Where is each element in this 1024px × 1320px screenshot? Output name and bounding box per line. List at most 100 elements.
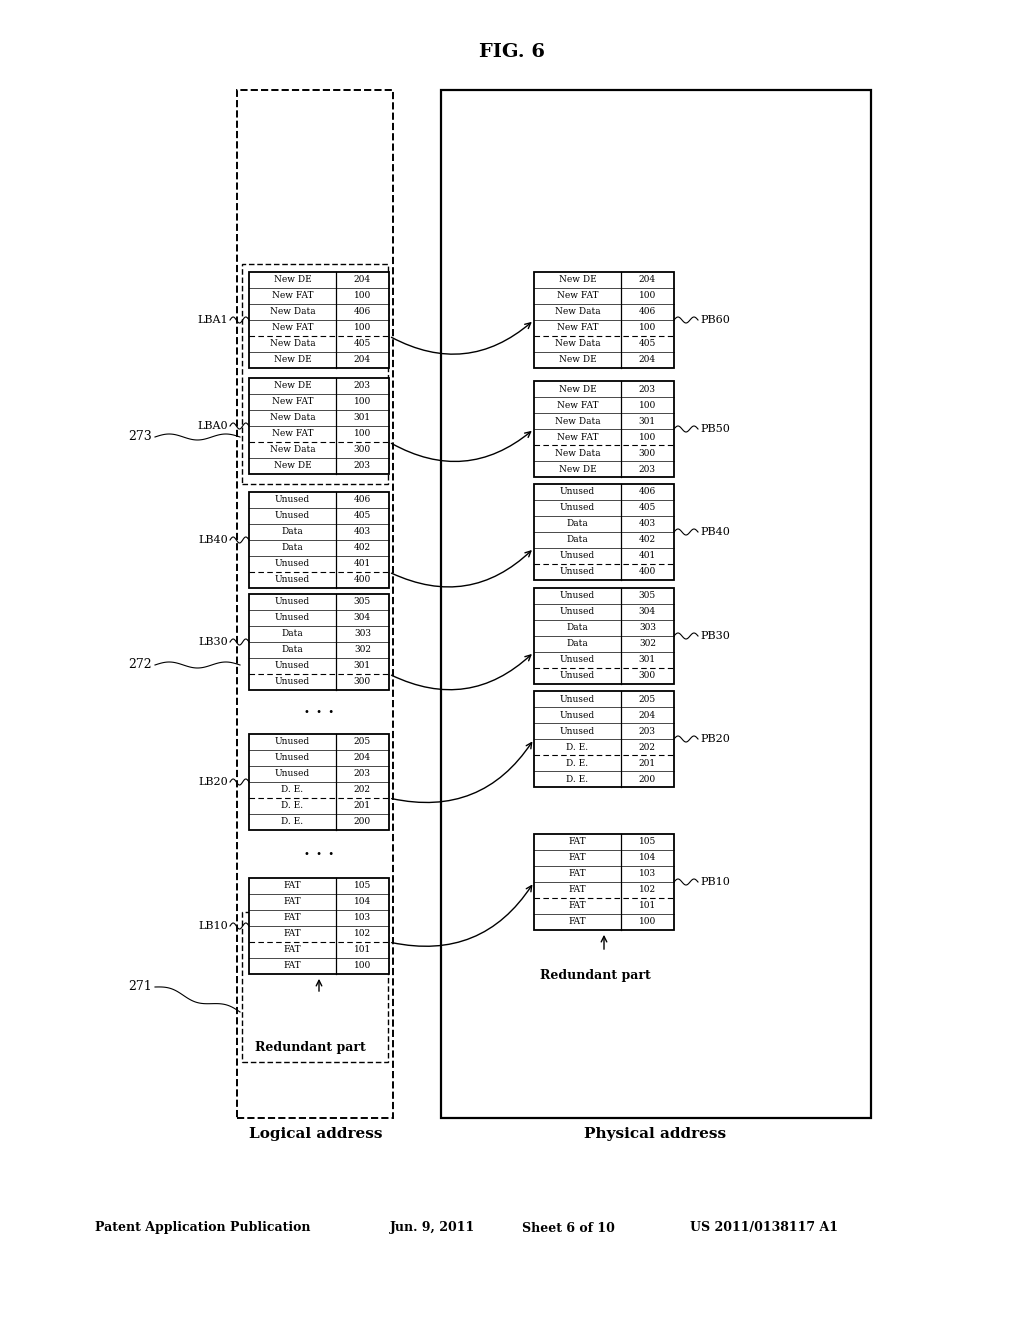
Text: New FAT: New FAT (557, 292, 598, 301)
Text: 205: 205 (353, 738, 371, 747)
Text: PB20: PB20 (700, 734, 730, 744)
Text: New Data: New Data (269, 446, 315, 454)
Text: 300: 300 (354, 677, 371, 686)
Text: PB50: PB50 (700, 424, 730, 434)
Text: New FAT: New FAT (271, 292, 313, 301)
Text: 273: 273 (128, 430, 152, 444)
Text: 300: 300 (354, 446, 371, 454)
Text: 301: 301 (354, 413, 371, 422)
Text: 202: 202 (354, 785, 371, 795)
Text: Unused: Unused (560, 607, 595, 616)
Text: New Data: New Data (555, 417, 600, 425)
Text: LB30: LB30 (199, 638, 228, 647)
Text: PB10: PB10 (700, 876, 730, 887)
Text: D. E.: D. E. (282, 817, 303, 826)
FancyBboxPatch shape (249, 878, 389, 974)
Text: 300: 300 (639, 449, 656, 458)
Text: Unused: Unused (274, 511, 310, 520)
Text: Unused: Unused (560, 503, 595, 512)
Text: New Data: New Data (269, 308, 315, 317)
Text: New Data: New Data (269, 339, 315, 348)
Text: 100: 100 (353, 961, 371, 970)
Text: Unused: Unused (274, 495, 310, 504)
Text: Data: Data (282, 630, 303, 639)
Text: Jun. 9, 2011: Jun. 9, 2011 (390, 1221, 475, 1234)
Text: 104: 104 (353, 898, 371, 907)
Text: 100: 100 (639, 917, 656, 927)
Text: Unused: Unused (274, 614, 310, 623)
Text: 203: 203 (354, 770, 371, 779)
Text: LB20: LB20 (199, 777, 228, 787)
Text: 201: 201 (354, 801, 371, 810)
Text: Redundant part: Redundant part (540, 969, 650, 982)
Text: 400: 400 (353, 576, 371, 585)
Text: FAT: FAT (284, 913, 301, 923)
Text: New DE: New DE (558, 384, 596, 393)
Text: US 2011/0138117 A1: US 2011/0138117 A1 (690, 1221, 838, 1234)
Text: 103: 103 (639, 870, 656, 879)
Text: 203: 203 (639, 384, 656, 393)
Text: Data: Data (566, 623, 588, 632)
Text: PB40: PB40 (700, 527, 730, 537)
Text: D. E.: D. E. (282, 785, 303, 795)
Text: 100: 100 (353, 397, 371, 407)
Text: 100: 100 (639, 400, 656, 409)
Text: PB60: PB60 (700, 315, 730, 325)
Text: New Data: New Data (555, 308, 600, 317)
Text: Unused: Unused (560, 694, 595, 704)
Text: 401: 401 (353, 560, 371, 569)
Text: 203: 203 (354, 381, 371, 391)
Text: Unused: Unused (274, 738, 310, 747)
Text: Unused: Unused (274, 754, 310, 763)
Text: 400: 400 (639, 568, 656, 577)
Text: 406: 406 (639, 308, 656, 317)
Text: 304: 304 (354, 614, 371, 623)
FancyBboxPatch shape (534, 381, 674, 477)
Text: Data: Data (282, 528, 303, 536)
Text: 101: 101 (639, 902, 656, 911)
Text: FAT: FAT (284, 945, 301, 954)
Text: Unused: Unused (560, 672, 595, 681)
Text: 203: 203 (354, 462, 371, 470)
Text: 305: 305 (639, 591, 656, 601)
FancyBboxPatch shape (534, 587, 674, 684)
Text: Unused: Unused (560, 656, 595, 664)
Text: 301: 301 (639, 417, 656, 425)
Text: FAT: FAT (284, 961, 301, 970)
Text: Redundant part: Redundant part (255, 1041, 366, 1055)
Text: FAT: FAT (568, 902, 586, 911)
Text: FAT: FAT (568, 870, 586, 879)
Text: D. E.: D. E. (282, 801, 303, 810)
Text: 305: 305 (353, 598, 371, 606)
Text: 204: 204 (354, 276, 371, 285)
Text: Logical address: Logical address (249, 1127, 383, 1140)
Text: New DE: New DE (273, 462, 311, 470)
Text: LBA0: LBA0 (198, 421, 228, 432)
Text: LB10: LB10 (199, 921, 228, 931)
Text: 103: 103 (354, 913, 371, 923)
Text: New FAT: New FAT (271, 323, 313, 333)
Text: 100: 100 (353, 292, 371, 301)
Text: Unused: Unused (560, 552, 595, 561)
Text: FAT: FAT (284, 898, 301, 907)
Text: New FAT: New FAT (557, 400, 598, 409)
FancyBboxPatch shape (249, 734, 389, 830)
Text: New FAT: New FAT (557, 323, 598, 333)
Text: New DE: New DE (558, 276, 596, 285)
Text: Unused: Unused (560, 710, 595, 719)
Text: 301: 301 (639, 656, 656, 664)
Text: FAT: FAT (284, 882, 301, 891)
Text: New FAT: New FAT (557, 433, 598, 441)
Text: New Data: New Data (555, 339, 600, 348)
Text: 302: 302 (354, 645, 371, 655)
Text: 303: 303 (639, 623, 656, 632)
Text: New FAT: New FAT (271, 397, 313, 407)
Text: New Data: New Data (269, 413, 315, 422)
Text: 303: 303 (354, 630, 371, 639)
Text: 102: 102 (639, 886, 656, 895)
Text: Unused: Unused (560, 591, 595, 601)
Text: 104: 104 (639, 854, 656, 862)
Text: Patent Application Publication: Patent Application Publication (95, 1221, 310, 1234)
Text: Data: Data (566, 520, 588, 528)
Text: 402: 402 (354, 544, 371, 553)
